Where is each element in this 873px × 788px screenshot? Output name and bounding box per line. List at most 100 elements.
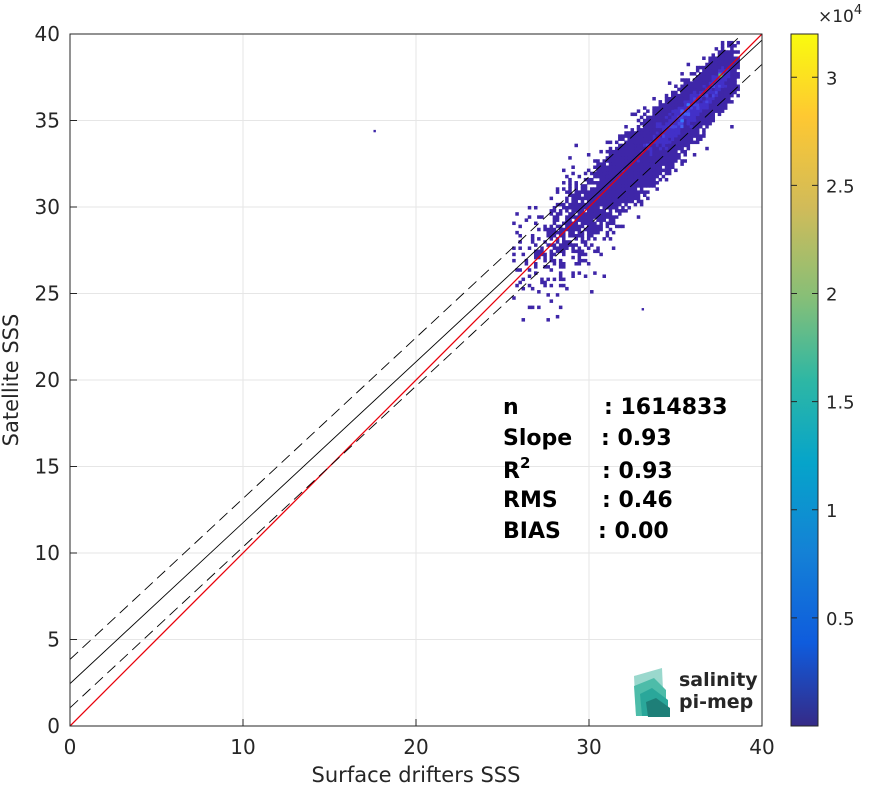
density-cell [733,84,737,89]
density-cell [586,215,591,219]
density-cell [562,237,566,241]
density-cell [658,171,663,176]
density-cell [695,109,700,113]
density-cell [624,156,628,160]
density-cell [655,143,659,148]
regression-plus-1sd-line [70,34,744,660]
density-cell [671,162,675,166]
density-cell [664,131,669,135]
density-cell [642,168,647,173]
density-cell [574,209,578,213]
density-cell [677,140,681,145]
density-cell [583,212,588,216]
density-cell [590,209,594,213]
density-cell [711,109,715,113]
density-cell [590,290,594,294]
density-cell [602,159,607,163]
density-cell [574,243,578,247]
density-cell [630,128,635,132]
density-cell [599,162,603,166]
density-cell [596,159,600,163]
density-cell [549,237,554,241]
density-cell [730,47,734,51]
density-cell [658,118,663,123]
density-cell [652,156,656,160]
density-cell [583,215,588,219]
stat-label: BIAS [503,519,561,544]
density-cell [624,196,628,201]
density-cell [677,134,681,138]
density-cell [602,202,607,207]
density-cell [577,212,582,216]
density-cell [543,227,547,232]
density-cell [680,121,684,126]
density-cell [733,78,737,82]
density-cell [590,190,594,194]
density-cell [717,106,722,110]
density-cell [605,156,610,160]
density-cell [711,115,715,120]
density-cell [639,137,644,141]
density-cell [611,205,616,210]
density-cell [596,246,600,250]
density-cell [667,168,672,173]
density-cell [558,265,563,269]
density-cell [683,84,687,89]
density-cell [618,199,622,204]
density-cell [518,233,522,238]
density-cell [642,190,647,194]
density-cell [633,112,638,117]
density-cell [552,221,557,226]
density-cell [652,168,656,173]
density-cell [624,187,628,191]
density-cell [723,75,728,79]
stat-label: Slope [503,426,572,451]
one-to-one-line [70,34,762,726]
density-cell [702,109,706,113]
density-cell [667,121,672,126]
density-cell [689,134,694,138]
density-cell [655,174,659,179]
density-cell [602,187,607,191]
density-cell [674,137,678,141]
density-cell [699,109,703,113]
density-cell [664,137,669,141]
density-cell [649,177,653,182]
density-cell [546,265,550,269]
density-cell [639,146,644,151]
density-cell [614,165,619,169]
density-cell [683,81,687,85]
density-cell [646,184,650,188]
density-cell [618,212,622,216]
density-cell [621,156,625,160]
density-cell [565,246,569,250]
density-cell [586,218,591,222]
density-cell [549,227,554,232]
density-cell [639,199,644,204]
density-cell [683,78,687,82]
density-cell [736,93,740,98]
density-cell [649,137,653,141]
density-cell [674,140,678,145]
density-cell [608,205,613,210]
density-cell [702,118,706,123]
density-cell [652,181,656,185]
density-cell [558,246,563,250]
density-cell [686,100,691,104]
density-cell [689,115,694,120]
density-cell [692,112,697,117]
density-cell [655,121,659,126]
density-cell [671,137,675,141]
density-cell [549,209,554,213]
density-cell [652,106,656,110]
density-cell [562,246,566,250]
density-cell [671,93,675,98]
density-cell [686,62,691,67]
density-cell [671,153,675,157]
density-cell [664,162,669,166]
density-cell [642,153,647,157]
density-cell [695,84,700,89]
density-cell [646,159,650,163]
density-cell [689,131,694,135]
density-cell [664,165,669,169]
